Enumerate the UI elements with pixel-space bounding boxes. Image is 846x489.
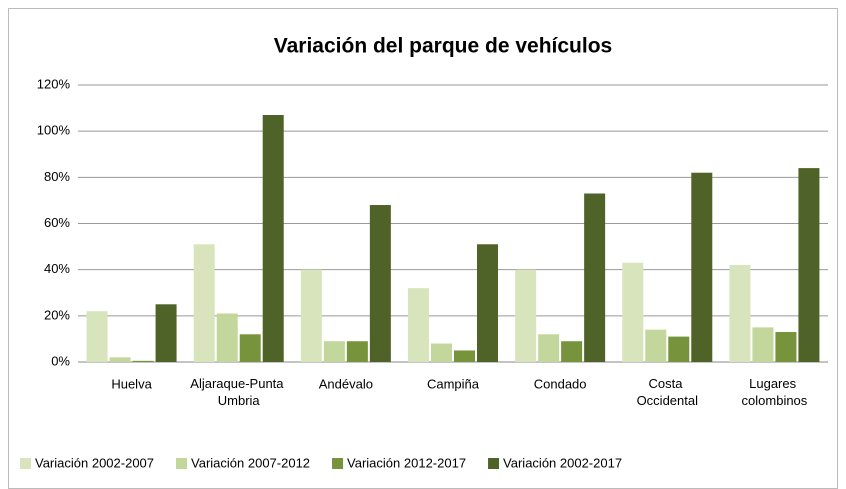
x-tick-label: Huelva: [111, 376, 152, 391]
bar: [561, 341, 583, 362]
chart-frame: [8, 8, 838, 489]
y-tick-label: 40%: [44, 261, 70, 276]
bar: [538, 334, 560, 362]
y-tick-label: 20%: [44, 307, 70, 322]
bar: [668, 336, 690, 362]
bar: [408, 288, 429, 362]
legend-label: Variación 2012-2017: [347, 455, 466, 470]
x-tick-label: Aljaraque-Punta Umbria: [190, 376, 287, 408]
bar: [691, 172, 713, 362]
legend-label: Variación 2002-2017: [503, 455, 622, 470]
legend-swatch: [176, 458, 188, 469]
x-tick-label: Campiña: [427, 376, 480, 391]
y-tick-label: 100%: [37, 123, 71, 138]
bar: [109, 357, 131, 362]
legend-swatch: [488, 458, 500, 469]
bar: [132, 360, 154, 362]
y-tick-label: 60%: [44, 215, 70, 230]
legend-label: Variación 2002-2007: [35, 455, 154, 470]
bar: [622, 262, 644, 362]
bar: [775, 331, 797, 362]
bar: [346, 341, 368, 362]
bar: [729, 265, 751, 362]
x-tick-label: Costa Occidental: [637, 376, 699, 408]
bar: [216, 313, 238, 362]
legend-label: Variación 2007-2012: [191, 455, 310, 470]
y-tick-label: 0%: [51, 353, 70, 368]
x-tick-label: Condado: [534, 376, 587, 391]
bar: [300, 269, 322, 362]
y-tick-label: 120%: [37, 76, 71, 91]
bar: [752, 327, 774, 362]
bar: [155, 304, 177, 362]
bar: [454, 350, 475, 362]
bar: [477, 244, 498, 362]
bar: [798, 168, 820, 362]
bar: [369, 205, 391, 362]
legend-swatch: [20, 458, 31, 469]
chart-title: Variación del parque de vehículos: [274, 35, 612, 58]
bar: [239, 334, 261, 362]
bar: [262, 115, 284, 362]
bar: [193, 244, 215, 362]
bar: [515, 269, 537, 362]
bar: [431, 343, 452, 362]
bar: [645, 329, 667, 362]
legend-swatch: [332, 458, 344, 469]
bar: [584, 193, 606, 362]
x-tick-label: Andévalo: [319, 376, 373, 391]
x-tick-label: Lugares colombinos: [742, 376, 808, 408]
bar: [86, 311, 108, 362]
y-tick-label: 80%: [44, 169, 70, 184]
bar: [323, 341, 345, 362]
